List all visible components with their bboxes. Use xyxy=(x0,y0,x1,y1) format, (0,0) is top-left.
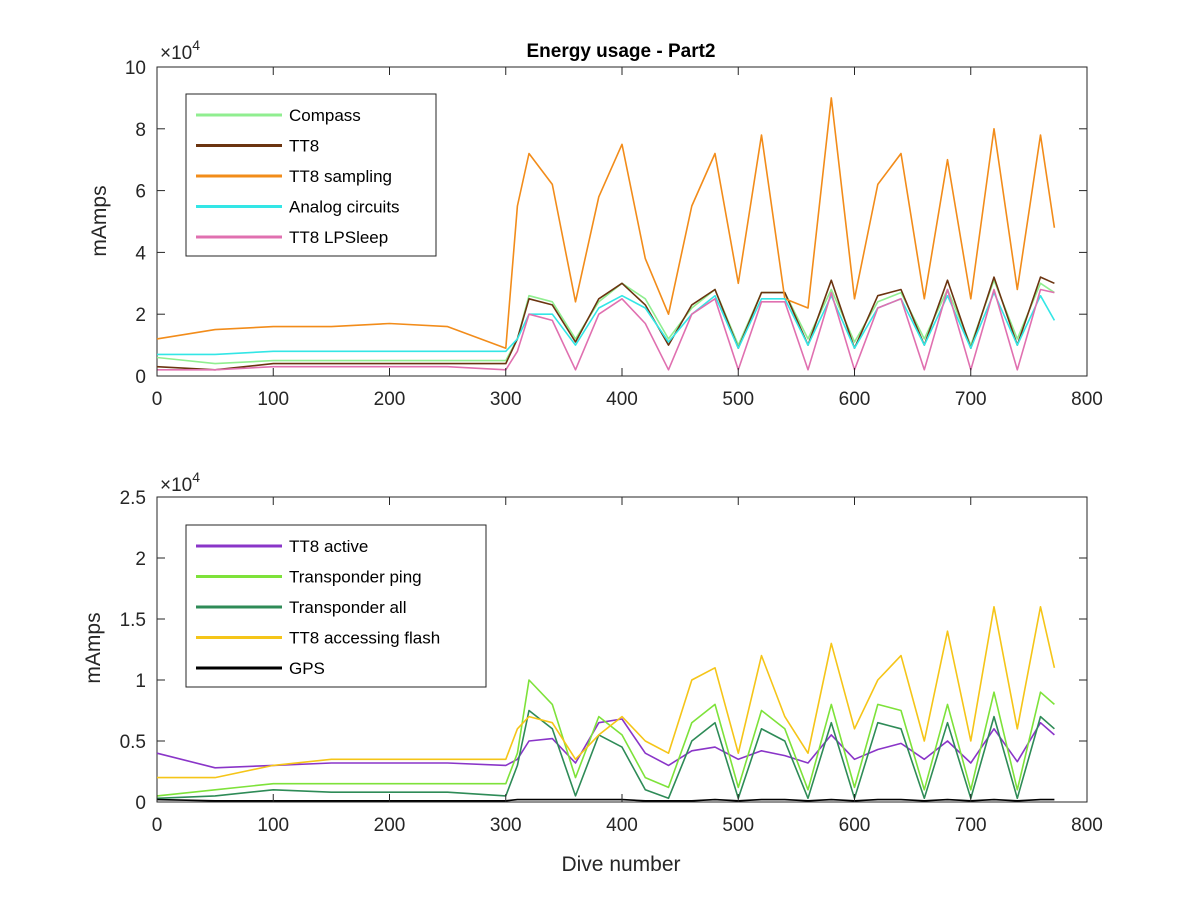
top-y-axis-label: mAmps xyxy=(88,185,111,256)
top-x-tick-label: 0 xyxy=(152,389,163,410)
bottom-legend-entry-5: GPS xyxy=(289,659,325,678)
top-x-tick-label: 600 xyxy=(839,389,871,410)
bottom-x-tick-label: 800 xyxy=(1071,815,1103,836)
top-x-tick-label: 800 xyxy=(1071,389,1103,410)
bottom-x-tick-label: 300 xyxy=(490,815,522,836)
bottom-y-tick-label: 1 xyxy=(135,671,146,692)
bottom-legend-entry-2: Transponder ping xyxy=(289,568,422,587)
top-legend-entry-1: Compass xyxy=(289,106,361,125)
bottom-x-tick-label: 600 xyxy=(839,815,871,836)
top-y-tick-label: 10 xyxy=(125,58,146,79)
bottom-y-exponent: ×104 xyxy=(160,469,200,496)
top-legend-entry-2: TT8 xyxy=(289,137,319,156)
bottom-x-tick-label: 400 xyxy=(606,815,638,836)
bottom-x-tick-label: 500 xyxy=(722,815,754,836)
bottom-series-line-5 xyxy=(156,798,1055,802)
top-x-tick-label: 400 xyxy=(606,389,638,410)
top-series-line-5 xyxy=(157,288,1055,371)
top-chart-title: Energy usage - Part2 xyxy=(526,41,715,62)
bottom-series-line-2 xyxy=(156,679,1055,797)
bottom-legend-entry-3: Transponder all xyxy=(289,598,407,617)
top-series-line-2 xyxy=(156,276,1055,371)
top-x-tick-label: 100 xyxy=(257,389,289,410)
top-x-tick-label: 500 xyxy=(722,389,754,410)
top-y-tick-label: 2 xyxy=(135,305,146,326)
bottom-x-tick-label: 200 xyxy=(374,815,406,836)
top-legend-entry-4: Analog circuits xyxy=(289,198,400,217)
bottom-series-line-1 xyxy=(156,718,1055,769)
top-y-tick-label: 8 xyxy=(135,120,146,141)
bottom-y-tick-label: 2 xyxy=(135,549,146,570)
bottom-legend-entry-4: TT8 accessing flash xyxy=(289,629,440,648)
bottom-y-tick-label: 0 xyxy=(135,793,146,814)
bottom-y-tick-label: 1.5 xyxy=(120,610,146,631)
top-y-tick-label: 6 xyxy=(135,182,146,203)
bottom-x-axis-label: Dive number xyxy=(561,853,680,876)
top-legend-entry-3: TT8 sampling xyxy=(289,167,392,186)
top-subplot: Energy usage - Part2 ×104 mAmps 0 100 200 3… xyxy=(88,37,1103,410)
bottom-series-line-4 xyxy=(157,605,1056,779)
top-y-exponent: ×104 xyxy=(160,37,200,64)
top-y-tick-label: 0 xyxy=(135,367,146,388)
bottom-series-line-3 xyxy=(156,709,1055,800)
top-series-line-1 xyxy=(156,279,1055,365)
bottom-y-tick-label: 2.5 xyxy=(120,488,146,509)
top-legend-entry-5: TT8 LPSleep xyxy=(289,228,388,247)
bottom-subplot: ×104 mAmps Dive number 0 100 200 300 400 500 6… xyxy=(82,469,1103,876)
bottom-y-axis-label: mAmps xyxy=(82,612,105,683)
top-series-line-3 xyxy=(156,97,1056,350)
bottom-x-tick-label: 700 xyxy=(955,815,987,836)
top-y-tick-label: 4 xyxy=(135,243,146,264)
bottom-y-tick-label: 0.5 xyxy=(120,732,146,753)
top-x-tick-label: 300 xyxy=(490,389,522,410)
bottom-legend-entry-1: TT8 active xyxy=(289,537,368,556)
bottom-x-tick-label: 0 xyxy=(152,815,163,836)
bottom-x-tick-label: 100 xyxy=(257,815,289,836)
top-x-tick-label: 700 xyxy=(955,389,987,410)
top-x-tick-label: 200 xyxy=(374,389,406,410)
